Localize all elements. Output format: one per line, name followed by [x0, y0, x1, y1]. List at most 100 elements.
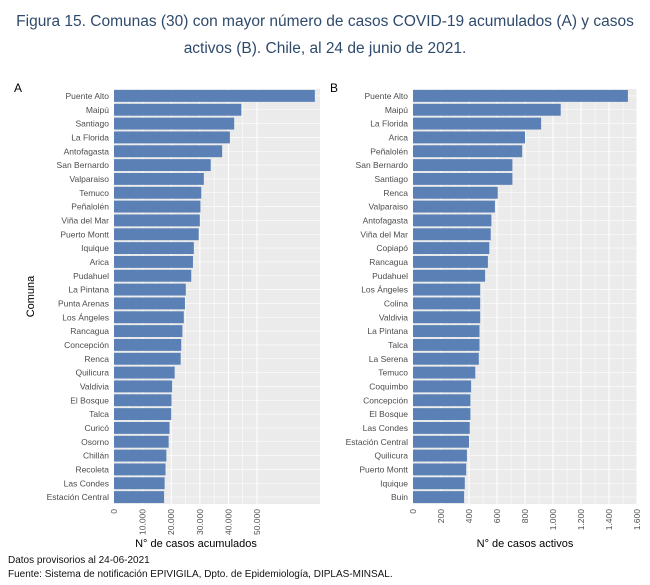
panel-a-category-label: Valdivia — [80, 381, 109, 391]
panel-b-bar — [413, 297, 481, 310]
panel-b-bar — [413, 255, 488, 268]
panel-b-letter: B — [330, 81, 338, 95]
panel-b-bar — [413, 159, 513, 172]
panel-b-bar — [413, 172, 513, 185]
panel-b-category-label: Quilicura — [374, 451, 408, 461]
footnote-source: Fuente: Sistema de notificación EPIVIGIL… — [8, 569, 393, 580]
panel-b-bar — [413, 366, 476, 379]
panel-a-category-label: Los Ángeles — [62, 312, 109, 322]
panel-b-bar — [413, 394, 471, 407]
panel-b-bar — [413, 186, 498, 199]
panel-b-category-label: Concepción — [363, 395, 408, 405]
panel-b-bar — [413, 463, 467, 476]
footnote-provisional-data: Datos provisorios al 24-06-2021 — [8, 555, 150, 566]
panel-b-x-tick-label: 1.600 — [632, 509, 642, 531]
panel-b-bar — [413, 131, 525, 144]
panel-b-category-label: Colina — [384, 298, 408, 308]
panel-a-x-tick-label: 40.000 — [223, 509, 233, 535]
panel-b-bar — [413, 103, 561, 116]
panel-b-category-label: Renca — [383, 188, 408, 198]
panel-a-bar — [114, 214, 200, 227]
panel-a-category-label: Puente Alto — [66, 91, 110, 101]
panel-a-bar — [114, 352, 181, 365]
panel-a-category-label: Las Condes — [64, 478, 109, 488]
panel-a-bar — [114, 491, 165, 504]
panel-a-bar — [114, 200, 201, 213]
panel-b-bar — [413, 145, 523, 158]
panel-b-bar — [413, 477, 465, 490]
panel-b-category-label: Valparaiso — [368, 202, 408, 212]
panel-b-x-tick-label: 1.400 — [604, 509, 614, 531]
panel-b-bar — [413, 242, 490, 255]
panel-a-category-label: Chillán — [83, 451, 109, 461]
panel-a-bar — [114, 463, 166, 476]
panel-a-bar — [114, 242, 194, 255]
panel-b-bar — [413, 408, 471, 421]
panel-a-category-label: Arica — [90, 257, 110, 267]
panel-a-category-label: Renca — [84, 354, 109, 364]
panel-a-category-label: Peñalolén — [71, 202, 109, 212]
panel-b-category-label: Iquique — [380, 478, 408, 488]
panel-b-category-label: La Serena — [369, 354, 408, 364]
panel-a-category-label: Valparaiso — [69, 174, 109, 184]
panel-a-category-label: Viña del Mar — [61, 215, 109, 225]
panel-b-category-label: Arica — [389, 132, 409, 142]
panel-a-category-label: La Pintana — [68, 285, 109, 295]
panel-a-bar — [114, 172, 204, 185]
panel-a-x-tick-label: 0 — [109, 509, 119, 514]
panel-a-bar — [114, 325, 183, 338]
panel-a-category-label: Recoleta — [75, 464, 109, 474]
panel-b-category-label: Santiago — [374, 174, 408, 184]
panel-a-category-label: El Bosque — [70, 395, 109, 405]
panel-b-x-axis-title: N° de casos activos — [477, 538, 574, 550]
panel-b-bar — [413, 200, 495, 213]
panel-b-category-label: San Bernardo — [356, 160, 409, 170]
panel-a-y-axis-title: Comuna — [25, 275, 37, 317]
panel-a-x-tick-label: 30.000 — [195, 509, 205, 535]
panel-b-category-label: Talca — [388, 340, 408, 350]
panel-a-bar — [114, 408, 172, 421]
panel-b-category-label: Puerto Montt — [359, 464, 408, 474]
panel-b-bar — [413, 283, 481, 296]
panel-b-category-label: La Pintana — [367, 326, 408, 336]
panel-a-bar — [114, 89, 315, 102]
panel-a-bar — [114, 380, 173, 393]
panel-b-category-label: Peñalolén — [370, 146, 408, 156]
panel-a-category-label: Punta Arenas — [58, 298, 109, 308]
panel-b-category-label: Las Condes — [363, 423, 408, 433]
panel-a-bar — [114, 103, 242, 116]
panel-a-category-label: Maipú — [86, 105, 109, 115]
panel-a-bar — [114, 449, 167, 462]
panel-b-bar — [413, 352, 479, 365]
panel-a-bar — [114, 435, 169, 448]
panel-a-bar — [114, 297, 185, 310]
panel-b-category-label: Estación Central — [346, 437, 408, 447]
panel-a-x-axis-title: N° de casos acumulados — [135, 538, 257, 550]
panel-b-x-tick-label: 200 — [436, 509, 446, 523]
panel-a-bar — [114, 283, 186, 296]
figure-title-line-1: Figura 15. Comunas (30) con mayor número… — [16, 13, 634, 30]
panel-b-category-label: Los Ángeles — [361, 285, 408, 295]
panel-a-bar — [114, 338, 182, 351]
figure-title-line-2: activos (B). Chile, al 24 de junio de 20… — [183, 40, 467, 57]
panel-b-x-tick-label: 800 — [520, 509, 530, 523]
panel-a-category-label: Quilicura — [75, 368, 109, 378]
panel-a-category-label: Puerto Montt — [60, 229, 109, 239]
panel-a-category-label: La Florida — [71, 132, 109, 142]
panel-b-bar — [413, 269, 486, 282]
panel-a-bar — [114, 311, 184, 324]
panel-b-bar — [413, 421, 470, 434]
panel-a-bar — [114, 269, 192, 282]
panel-a-category-label: Concepción — [64, 340, 109, 350]
panel-b-category-label: Viña del Mar — [360, 229, 408, 239]
panel-b-bar — [413, 117, 542, 130]
panel-b-x-tick-label: 400 — [464, 509, 474, 523]
panel-b-x-tick-label: 600 — [492, 509, 502, 523]
panel-a-category-label: San Bernardo — [57, 160, 110, 170]
panel-b-category-label: Buin — [391, 492, 408, 502]
panel-b-bar — [413, 449, 467, 462]
panel-b-bar — [413, 435, 469, 448]
panel-b-category-label: Valdivia — [379, 312, 408, 322]
panel-b-category-label: Puente Alto — [365, 91, 409, 101]
